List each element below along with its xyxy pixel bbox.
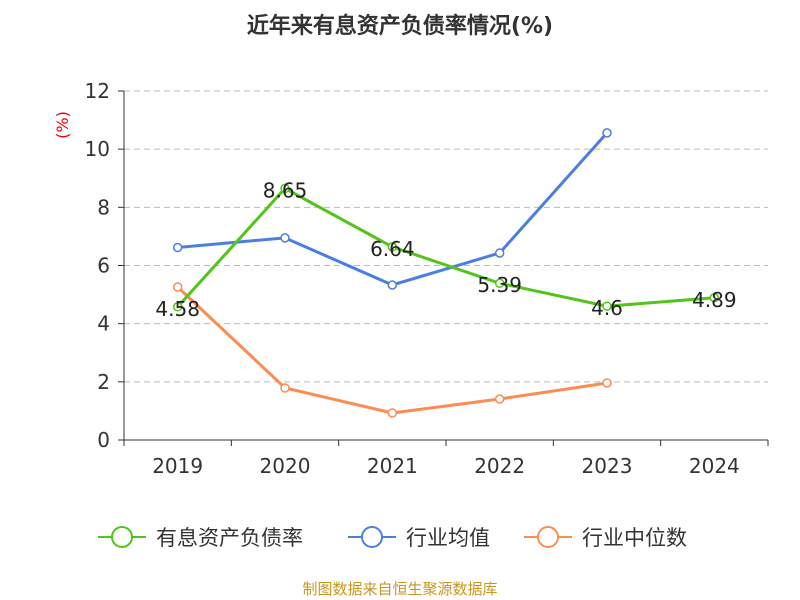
y-tick-label: 2 (97, 370, 110, 394)
data-point (172, 302, 183, 312)
y-tick-label: 0 (97, 428, 110, 452)
data-point (280, 233, 290, 243)
x-tick-label: 2023 (582, 454, 633, 478)
data-label: 4.58 (155, 297, 200, 321)
data-point (602, 128, 612, 138)
data-point (387, 242, 398, 252)
y-tick-label: 4 (97, 312, 110, 336)
data-point (494, 248, 505, 258)
legend-label: 行业均值 (406, 526, 490, 550)
x-tick-label: 2019 (152, 454, 203, 478)
data-point (387, 408, 398, 418)
data-point (709, 293, 720, 303)
y-tick-label: 10 (85, 137, 110, 161)
y-tick-label: 8 (97, 195, 110, 219)
data-label: 4.6 (591, 296, 623, 320)
x-tick-label: 2020 (260, 454, 311, 478)
data-point (602, 378, 612, 388)
series-line (176, 186, 715, 308)
data-point (280, 383, 290, 393)
data-point (280, 183, 290, 194)
x-tick-label: 2022 (474, 454, 525, 478)
data-label: 6.64 (370, 237, 415, 261)
data-label: 8.65 (263, 178, 308, 202)
legend-label: 行业中位数 (582, 526, 687, 550)
data-point (494, 394, 505, 404)
x-tick-label: 2024 (689, 454, 740, 478)
y-tick-label: 12 (85, 79, 110, 103)
data-point (387, 280, 398, 290)
legend-label: 有息资产负债率 (156, 526, 303, 550)
x-tick-label: 2021 (367, 454, 418, 478)
series-line (177, 131, 609, 287)
source-note: 制图数据来自恒生聚源数据库 (302, 580, 498, 598)
y-axis-label: (%) (53, 111, 72, 139)
data-point (172, 242, 183, 253)
data-point (494, 278, 505, 288)
data-label: 5.39 (477, 273, 522, 297)
data-point (602, 301, 612, 311)
legend-marker (361, 526, 383, 548)
data-point (172, 282, 183, 292)
legend-marker (537, 526, 559, 548)
chart-title: 近年来有息资产负债率情况(%) (246, 14, 554, 39)
data-label: 4.89 (692, 288, 737, 312)
y-tick-label: 6 (97, 254, 110, 278)
series-line (176, 285, 608, 415)
legend-marker (111, 526, 133, 548)
